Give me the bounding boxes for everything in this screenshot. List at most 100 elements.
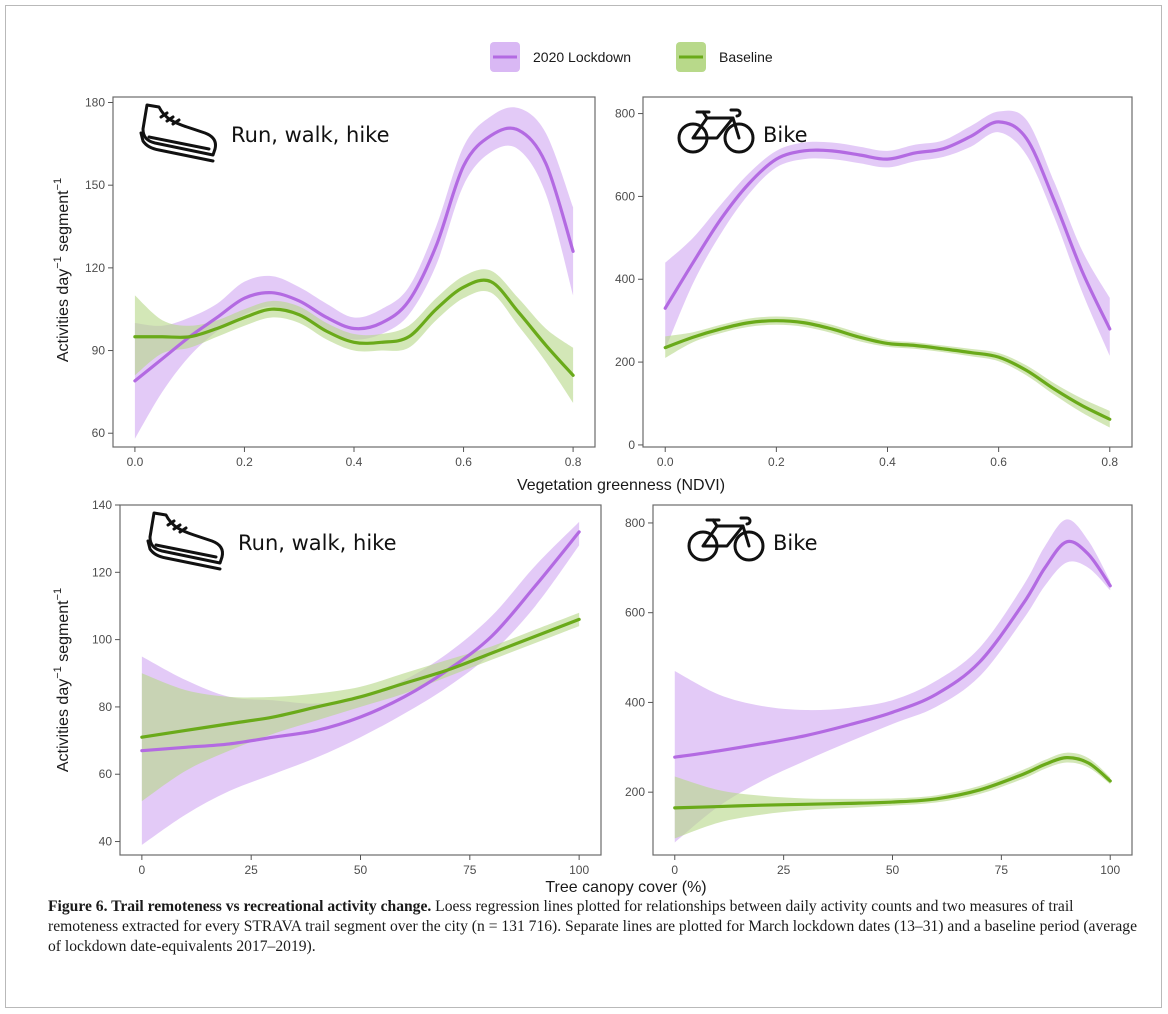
y-tick-label: 200: [615, 355, 635, 369]
y-tick-label: 40: [99, 835, 113, 849]
confidence-band-lockdown: [674, 519, 1111, 843]
caption-body: Loess regression lines plotted for relat…: [48, 898, 1138, 955]
x-tick-label: 0.2: [768, 455, 785, 469]
x-tick-label: 75: [995, 863, 1009, 877]
y-axis-title-bottom-main: Activities day: [55, 679, 72, 772]
figure-frame: [5, 5, 1162, 1008]
shoe-laces: [159, 111, 181, 126]
x-tick-label: 0.4: [879, 455, 896, 469]
series-line-baseline: [133, 278, 575, 377]
x-tick-label: 0.4: [346, 455, 363, 469]
x-tick-label: 0: [671, 863, 678, 877]
y-axis-title-bottom: Activities day−1 segment−1: [52, 588, 72, 772]
legend: 2020 Lockdown Baseline: [490, 42, 773, 72]
x-tick-label: 25: [777, 863, 791, 877]
confidence-band-lockdown: [141, 521, 580, 845]
plot-area: [663, 110, 1112, 428]
series-line-lockdown: [673, 539, 1112, 759]
y-tick-label: 400: [615, 272, 635, 286]
confidence-band-baseline: [141, 612, 580, 802]
y-tick-label: 150: [85, 178, 105, 192]
y-axis-title-bottom-sup2: −1: [52, 588, 64, 601]
series-line-lockdown: [140, 530, 581, 753]
confidence-band-baseline: [134, 269, 574, 403]
y-tick-label: 800: [615, 107, 635, 121]
bicycle-icon: [687, 516, 765, 562]
y-tick-label: 90: [92, 344, 106, 358]
series-line-baseline: [673, 756, 1112, 810]
y-tick-label: 100: [92, 633, 112, 647]
shoe-midline: [154, 543, 218, 559]
svg-text:Activities day−1 segment−1: Activities day−1 segment−1: [52, 178, 72, 362]
x-tick-label: 0.8: [1101, 455, 1118, 469]
x-tick-label: 100: [1100, 863, 1120, 877]
x-tick-label: 75: [463, 863, 477, 877]
series-line-lockdown: [133, 126, 575, 383]
y-tick-label: 180: [85, 96, 105, 110]
x-tick-label: 0.0: [657, 455, 674, 469]
panel-title: Run, walk, hike: [231, 123, 389, 147]
y-axis-title-top: Activities day−1 segment−1: [52, 178, 72, 362]
plot-area: [133, 107, 575, 439]
legend-label-baseline: Baseline: [719, 49, 773, 65]
plot-area: [140, 521, 581, 845]
svg-text:Activities day−1 segment−1: Activities day−1 segment−1: [52, 588, 72, 772]
bicycle-frame: [701, 516, 752, 548]
shoe-icon: [139, 103, 217, 163]
y-tick-label: 60: [99, 767, 113, 781]
x-tick-label: 0: [139, 863, 146, 877]
y-tick-label: 400: [625, 695, 645, 709]
y-tick-label: 200: [625, 785, 645, 799]
bicycle-icon: [677, 108, 755, 154]
x-tick-label: 50: [886, 863, 900, 877]
series-line-baseline: [140, 617, 581, 739]
shoe-midline: [147, 135, 211, 151]
y-axis-title-top-sup1: −1: [52, 256, 64, 269]
y-axis-title-bottom-mid: segment: [55, 600, 72, 666]
figure-caption: Figure 6. Trail remoteness vs recreation…: [48, 897, 1143, 957]
panel-ndvi-bike: 0.0 0.2 0.4 0.6 0.8 0 200 400 600 800 Bike: [615, 96, 1133, 469]
shoe-icon: [146, 511, 224, 571]
y-tick-label: 800: [625, 516, 645, 530]
x-tick-label: 25: [245, 863, 259, 877]
bicycle-frame: [691, 108, 742, 140]
y-tick-label: 120: [92, 565, 112, 579]
y-tick-label: 60: [92, 426, 106, 440]
x-tick-label: 0.6: [455, 455, 472, 469]
confidence-band-lockdown: [134, 107, 574, 439]
legend-label-lockdown: 2020 Lockdown: [533, 49, 631, 65]
y-axis-title-top-sup2: −1: [52, 178, 64, 191]
plot-background: [113, 97, 595, 447]
panel-title: Bike: [763, 123, 808, 147]
y-tick-label: 80: [99, 700, 113, 714]
y-axis-title-top-main: Activities day: [55, 269, 72, 362]
y-axis-title-bottom-sup1: −1: [52, 666, 64, 679]
panel-ndvi-run: 0.0 0.2 0.4 0.6 0.8 60 90 120 150 180 Run, walk, h…: [85, 96, 596, 469]
y-tick-label: 0: [628, 438, 635, 452]
x-axis-title-ndvi: Vegetation greenness (NDVI): [517, 477, 725, 494]
x-tick-label: 0.8: [565, 455, 582, 469]
caption-title: Figure 6. Trail remoteness vs recreation…: [48, 898, 432, 915]
y-tick-label: 140: [92, 498, 112, 512]
x-tick-label: 0.6: [990, 455, 1007, 469]
y-axis-title-top-mid: segment: [55, 190, 72, 256]
shoe-sole: [146, 539, 222, 571]
shoe-laces: [166, 519, 188, 534]
x-tick-label: 0.2: [236, 455, 253, 469]
plot-area: [673, 519, 1112, 843]
x-axis-title-canopy: Tree canopy cover (%): [545, 879, 706, 896]
bicycle-front-wheel: [733, 530, 765, 562]
y-tick-label: 600: [625, 606, 645, 620]
x-tick-label: 100: [569, 863, 589, 877]
series-line-baseline: [663, 319, 1112, 421]
panel-canopy-bike: 0 25 50 75 100 200 400 600 800 Bike: [625, 504, 1133, 877]
shoe-sole: [139, 131, 215, 163]
panel-title: Run, walk, hike: [238, 531, 396, 555]
confidence-band-baseline: [674, 752, 1111, 839]
panel-canopy-run: 0 25 50 75 100 40 60 80 100 120 140 Run, walk, hike: [92, 498, 602, 877]
panel-title: Bike: [773, 531, 818, 555]
bicycle-front-wheel: [723, 122, 755, 154]
x-tick-label: 0.0: [127, 455, 144, 469]
x-tick-label: 50: [354, 863, 368, 877]
